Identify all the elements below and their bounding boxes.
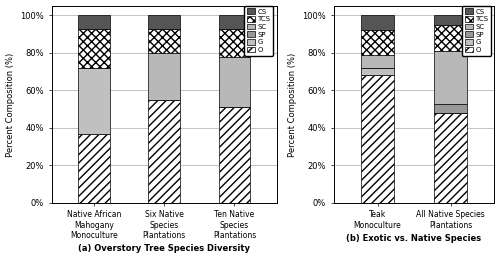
Bar: [148, 100, 180, 203]
Bar: [78, 16, 110, 28]
Bar: [78, 28, 110, 68]
Bar: [434, 25, 467, 51]
Legend: CS, TCS, SC, SP, G, O: CS, TCS, SC, SP, G, O: [462, 6, 491, 56]
Bar: [218, 57, 250, 107]
Bar: [361, 31, 394, 55]
Bar: [361, 16, 394, 31]
Bar: [218, 16, 250, 28]
Bar: [148, 16, 180, 28]
Legend: CS, TCS, SC, SP, G, O: CS, TCS, SC, SP, G, O: [244, 6, 273, 56]
Bar: [361, 75, 394, 203]
Bar: [78, 133, 110, 203]
Bar: [218, 107, 250, 203]
Y-axis label: Percent Composition (%): Percent Composition (%): [6, 52, 15, 157]
Bar: [78, 68, 110, 133]
Y-axis label: Percent Composition (%): Percent Composition (%): [288, 52, 296, 157]
Bar: [361, 68, 394, 75]
Bar: [218, 28, 250, 57]
Bar: [148, 28, 180, 53]
Bar: [434, 113, 467, 203]
X-axis label: (b) Exotic vs. Native Species: (b) Exotic vs. Native Species: [346, 234, 482, 243]
Bar: [434, 104, 467, 113]
X-axis label: (a) Overstory Tree Species Diversity: (a) Overstory Tree Species Diversity: [78, 244, 250, 254]
Bar: [434, 16, 467, 25]
Bar: [361, 55, 394, 68]
Bar: [434, 51, 467, 104]
Bar: [148, 53, 180, 100]
